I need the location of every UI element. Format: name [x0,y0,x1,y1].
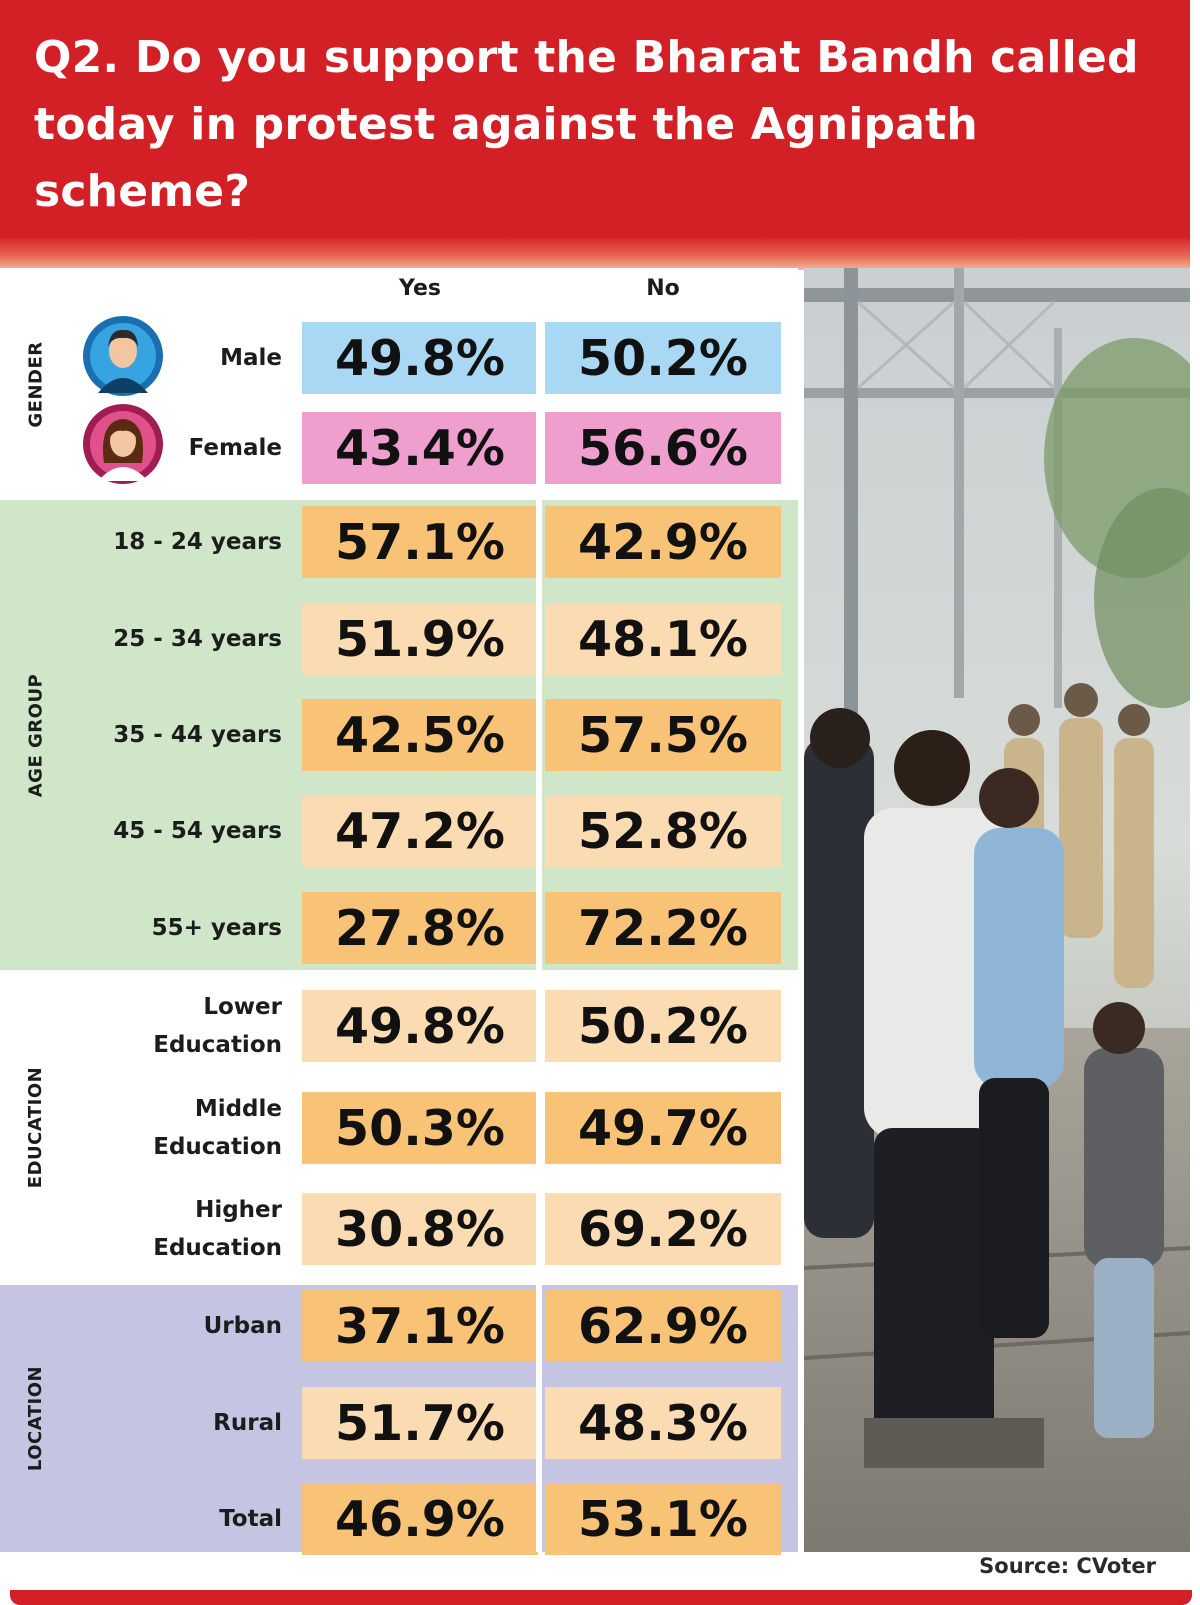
row-label: 55+ years [96,909,282,947]
row-label: Female [96,429,282,467]
cell-yes: 30.8% [302,1193,538,1265]
protest-photo [804,268,1190,1552]
cell-no: 50.2% [545,322,781,394]
row-label: 35 - 44 years [96,716,282,754]
cell-no: 50.2% [545,990,781,1062]
row-label: Lower Education [96,988,282,1064]
row-label: Urban [96,1307,282,1345]
male-avatar-icon [83,316,163,396]
cell-no: 42.9% [545,506,781,578]
column-header-no: No [646,276,680,301]
title-banner [0,0,1190,262]
cell-no: 48.1% [545,603,781,675]
row-label: 25 - 34 years [96,620,282,658]
cell-yes: 46.9% [302,1483,538,1555]
row-label-line: Male [220,345,282,371]
group-label-text: GENDER [25,340,47,428]
group-label: AGE GROUP [14,500,58,970]
cell-yes: 43.4% [302,412,538,484]
row-label-line: 25 - 34 years [113,626,282,652]
cell-yes: 42.5% [302,699,538,771]
row-label: Higher Education [96,1191,282,1267]
source-note: Source: CVoter [979,1554,1156,1578]
row-label-line: Middle [194,1096,282,1122]
row-label-line: Urban [203,1313,282,1339]
chart-title: Q2. Do you support the Bharat Bandh call… [34,32,1139,217]
group-label: EDUCATION [14,970,58,1285]
group-label: GENDER [14,268,58,500]
row-label-line: Education [153,1235,282,1261]
row-label-line: Total [219,1506,282,1532]
row-label: Middle Education [96,1090,282,1166]
row-label: 45 - 54 years [96,812,282,850]
row-label-line: 35 - 44 years [113,722,282,748]
cell-no: 53.1% [545,1483,781,1555]
row-label-line: Lower [203,994,282,1020]
cell-no: 72.2% [545,892,781,964]
row-label: Total [96,1500,282,1538]
group-label-text: EDUCATION [25,1066,47,1189]
cell-no: 48.3% [545,1387,781,1459]
cell-no: 69.2% [545,1193,781,1265]
cell-yes: 47.2% [302,795,538,867]
cell-no: 52.8% [545,795,781,867]
cell-yes: 49.8% [302,322,538,394]
cell-yes: 49.8% [302,990,538,1062]
cell-no: 57.5% [545,699,781,771]
cell-yes: 50.3% [302,1092,538,1164]
column-header-yes: Yes [399,276,441,301]
cell-yes: 51.9% [302,603,538,675]
cell-yes: 57.1% [302,506,538,578]
row-label-line: Rural [213,1410,282,1436]
bottom-bar [10,1590,1192,1605]
female-avatar-icon [83,404,163,484]
row-label: Male [96,339,282,377]
group-label-text: LOCATION [25,1365,47,1472]
group-label: LOCATION [14,1285,58,1552]
row-label-line: 18 - 24 years [113,529,282,555]
title-banner-shade [0,236,1190,270]
group-label-text: AGE GROUP [25,673,47,797]
row-label-line: 45 - 54 years [113,818,282,844]
cell-no: 62.9% [545,1290,781,1362]
row-label-line: Education [153,1134,282,1160]
cell-no: 56.6% [545,412,781,484]
row-label: Rural [96,1404,282,1442]
row-label-line: Female [188,435,282,461]
row-label-line: Higher [195,1197,282,1223]
row-label-line: 55+ years [151,915,282,941]
cell-no: 49.7% [545,1092,781,1164]
cell-yes: 37.1% [302,1290,538,1362]
column-divider [536,322,542,1552]
cell-yes: 27.8% [302,892,538,964]
row-label: 18 - 24 years [96,523,282,561]
cell-yes: 51.7% [302,1387,538,1459]
row-label-line: Education [153,1032,282,1058]
